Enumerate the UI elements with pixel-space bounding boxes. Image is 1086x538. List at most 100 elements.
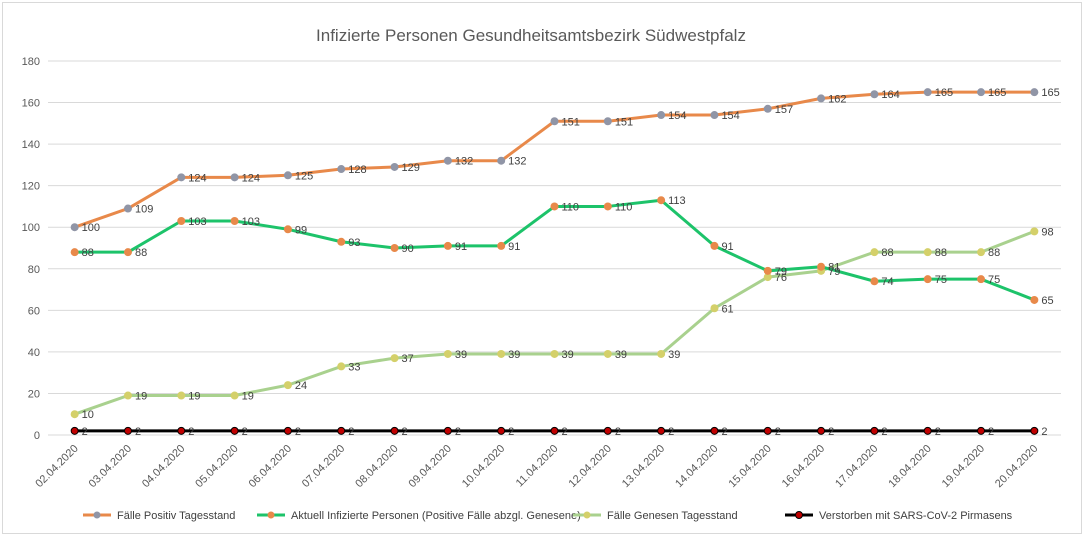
data-point	[177, 391, 186, 400]
data-label: 39	[562, 349, 574, 361]
data-label: 162	[828, 93, 846, 105]
data-point	[1030, 88, 1039, 97]
data-point	[550, 349, 559, 358]
data-point	[870, 90, 879, 99]
x-tick-label: 09.04.2020	[407, 443, 454, 490]
data-label: 2	[988, 426, 994, 438]
y-tick-label: 0	[34, 430, 40, 442]
data-point	[923, 248, 932, 257]
data-label: 2	[135, 426, 141, 438]
data-label: 2	[668, 426, 674, 438]
data-point	[977, 248, 986, 257]
y-tick-label: 140	[22, 139, 40, 151]
data-point	[497, 349, 506, 358]
data-point	[817, 426, 826, 435]
data-label: 2	[402, 426, 408, 438]
data-point	[337, 362, 346, 371]
series-1	[70, 88, 1039, 232]
x-tick-label: 18.04.2020	[886, 443, 933, 490]
data-label: 91	[455, 241, 467, 253]
data-point	[497, 426, 506, 435]
data-label: 88	[82, 247, 94, 259]
data-label: 93	[348, 237, 360, 249]
data-label: 157	[775, 104, 793, 116]
data-label: 39	[668, 349, 680, 361]
x-tick-label: 04.04.2020	[140, 443, 187, 490]
data-point	[1030, 227, 1039, 236]
data-label: 65	[1041, 295, 1053, 307]
x-tick-label: 15.04.2020	[726, 443, 773, 490]
data-point	[817, 94, 826, 103]
series-3	[70, 227, 1039, 419]
data-point	[70, 223, 79, 232]
data-point	[603, 202, 612, 211]
y-tick-label: 100	[22, 222, 40, 234]
data-point	[977, 426, 986, 435]
data-point	[977, 275, 986, 284]
data-point	[763, 104, 772, 113]
y-axis: 0 20 40 60 80 100 120 140 160 180	[22, 56, 40, 442]
x-tick-label: 02.04.2020	[33, 443, 80, 490]
legend-label: Fälle Positiv Tagesstand	[117, 510, 235, 522]
data-label: 91	[721, 241, 733, 253]
legend-label: Fälle Genesen Tagesstand	[607, 510, 738, 522]
x-tick-label: 03.04.2020	[87, 443, 134, 490]
data-label: 2	[775, 426, 781, 438]
data-point	[443, 241, 452, 250]
x-tick-label: 06.04.2020	[247, 443, 294, 490]
x-tick-label: 08.04.2020	[353, 443, 400, 490]
x-tick-label: 11.04.2020	[514, 443, 561, 490]
data-point	[710, 426, 719, 435]
data-point	[390, 162, 399, 171]
data-point	[177, 216, 186, 225]
data-label: 39	[508, 349, 520, 361]
data-label: 2	[881, 426, 887, 438]
y-tick-label: 60	[28, 305, 40, 317]
data-label: 129	[402, 162, 420, 174]
series-group	[70, 88, 1039, 435]
data-label: 165	[1041, 87, 1059, 99]
data-label: 109	[135, 204, 153, 216]
data-label: 33	[348, 361, 360, 373]
data-label: 154	[668, 110, 686, 122]
data-point	[977, 88, 986, 97]
data-point	[123, 248, 132, 257]
data-point	[230, 216, 239, 225]
data-label: 113	[668, 195, 686, 207]
chart: Infizierte Personen Gesundheitsamtsbezir…	[22, 26, 1061, 522]
chart-title: Infizierte Personen Gesundheitsamtsbezir…	[316, 26, 746, 45]
data-label: 2	[562, 426, 568, 438]
series-2	[70, 196, 1039, 304]
legend-label: Verstorben mit SARS-CoV-2 Pirmasens	[819, 510, 1013, 522]
data-label: 2	[82, 426, 88, 438]
data-label: 124	[188, 172, 206, 184]
data-point	[870, 426, 879, 435]
y-tick-label: 180	[22, 56, 40, 68]
data-point	[710, 304, 719, 313]
data-point	[603, 426, 612, 435]
data-point	[283, 225, 292, 234]
data-label: 110	[615, 201, 633, 213]
x-tick-label: 14.04.2020	[673, 443, 720, 490]
data-point	[337, 165, 346, 174]
data-point	[123, 391, 132, 400]
data-point	[230, 426, 239, 435]
x-axis: 02.04.2020 03.04.2020 04.04.2020 05.04.2020…	[33, 443, 1040, 490]
gridlines	[48, 60, 1061, 436]
data-label: 2	[295, 426, 301, 438]
data-point	[70, 248, 79, 257]
data-label: 103	[242, 216, 260, 228]
data-label: 88	[988, 247, 1000, 259]
data-point	[123, 426, 132, 435]
data-point	[1030, 426, 1039, 435]
data-label: 128	[348, 164, 366, 176]
data-point	[123, 204, 132, 213]
data-point	[497, 156, 506, 165]
data-label: 164	[881, 89, 899, 101]
legend: Fälle Positiv Tagesstand Aktuell Infizier…	[83, 510, 1013, 522]
data-point	[710, 111, 719, 120]
data-label: 88	[935, 247, 947, 259]
data-label: 2	[455, 426, 461, 438]
data-point	[923, 426, 932, 435]
